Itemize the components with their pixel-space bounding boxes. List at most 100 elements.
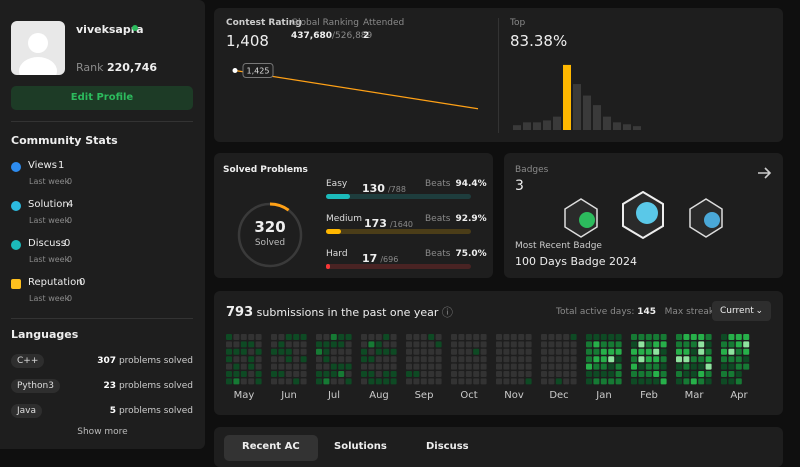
day-cell: [496, 378, 502, 385]
day-cell: [593, 348, 600, 355]
day-cell: [608, 371, 615, 377]
language-count: 307 problems solved: [97, 356, 193, 366]
edit-profile[interactable]: Edit Profile: [11, 86, 193, 110]
total: /788: [387, 185, 406, 194]
day-cell: [555, 341, 562, 348]
day-cell: [428, 378, 435, 385]
day-cell: [248, 356, 255, 363]
day-cell: [548, 378, 555, 385]
day-cell: [458, 334, 465, 340]
day-cell: [593, 356, 600, 363]
day-cell: [330, 356, 337, 363]
day-cell: [721, 356, 727, 363]
day-cell: [413, 378, 420, 385]
day-cell: [293, 356, 300, 363]
day-cell: [240, 348, 247, 355]
day-cell: [525, 356, 532, 363]
day-cell: [638, 371, 645, 377]
day-cell: [390, 334, 397, 340]
day-cell: [518, 348, 525, 355]
day-cell: [690, 341, 697, 348]
day-cell: [240, 363, 247, 370]
rank-value: 220,746: [106, 61, 158, 74]
stat-sub-value: 0: [67, 294, 73, 303]
day-cell: [586, 341, 592, 348]
day-cell: [525, 378, 532, 385]
day-cell: [278, 341, 285, 348]
show-more[interactable]: Show more: [77, 427, 128, 437]
count: 307: [97, 356, 117, 366]
day-cell: [631, 341, 637, 348]
day-cell: [698, 341, 705, 348]
day-cell: [338, 378, 345, 385]
day-cell: [705, 363, 712, 370]
day-cell: [413, 348, 420, 355]
day-cell: [323, 378, 330, 385]
day-cell: [608, 356, 615, 363]
day-cell: [368, 363, 375, 370]
day-cell: [271, 348, 277, 355]
beats-value: 92.9%: [455, 214, 487, 224]
day-cell: [255, 348, 262, 355]
day-cell: [563, 356, 570, 363]
day-cell: [683, 371, 690, 377]
histogram-bar: [633, 126, 641, 130]
day-cell: [615, 334, 622, 340]
day-cell: [406, 371, 412, 377]
day-cell: [406, 356, 412, 363]
day-cell: [608, 378, 615, 385]
day-cell: [420, 363, 427, 370]
day-cell: [615, 378, 622, 385]
section-title: Community Stats: [11, 134, 118, 147]
day-cell: [406, 348, 412, 355]
day-cell: [690, 378, 697, 385]
day-cell: [428, 348, 435, 355]
day-cell: [563, 363, 570, 370]
day-cell: [735, 378, 742, 385]
day-cell: [330, 378, 337, 385]
day-cell: [645, 378, 652, 385]
beats: Beats 92.9%: [425, 214, 487, 224]
day-cell: [300, 348, 307, 355]
day-cell: [570, 341, 577, 348]
arrow[interactable]: [756, 165, 772, 181]
histogram-bar: [543, 120, 551, 130]
day-cell: [271, 363, 277, 370]
status-dot: [132, 25, 138, 31]
day-cell: [518, 363, 525, 370]
day-cell: [570, 356, 577, 363]
day-cell: [390, 378, 397, 385]
day-cell: [555, 371, 562, 377]
day-cell: [233, 356, 240, 363]
day-cell: [563, 348, 570, 355]
day-cell: [518, 334, 525, 340]
day-cell: [721, 334, 727, 340]
month-label: Jun: [280, 390, 297, 401]
day-cell: [518, 371, 525, 377]
day-cell: [645, 341, 652, 348]
day-cell: [653, 371, 660, 377]
day-cell: [300, 371, 307, 377]
day-cell: [683, 363, 690, 370]
dropdown[interactable]: Current ⌄: [712, 301, 771, 321]
day-cell: [518, 356, 525, 363]
stat-label: Reputation: [28, 277, 83, 288]
day-cell: [271, 356, 277, 363]
day-cell: [330, 341, 337, 348]
difficulty: Easy: [326, 179, 348, 189]
day-cell: [660, 363, 667, 370]
day-cell: [240, 371, 247, 377]
day-cell: [660, 371, 667, 377]
day-cell: [676, 348, 682, 355]
count: 17: [362, 252, 378, 265]
day-cell: [631, 371, 637, 377]
day-cell: [300, 334, 307, 340]
divider: [498, 18, 499, 133]
histogram-bar: [573, 84, 581, 130]
day-cell: [473, 378, 480, 385]
day-cell: [316, 371, 322, 377]
day-cell: [465, 348, 472, 355]
page: viveksapra Rank 220,746 Edit Profile Com…: [0, 0, 783, 467]
day-cell: [226, 371, 232, 377]
day-cell: [548, 363, 555, 370]
